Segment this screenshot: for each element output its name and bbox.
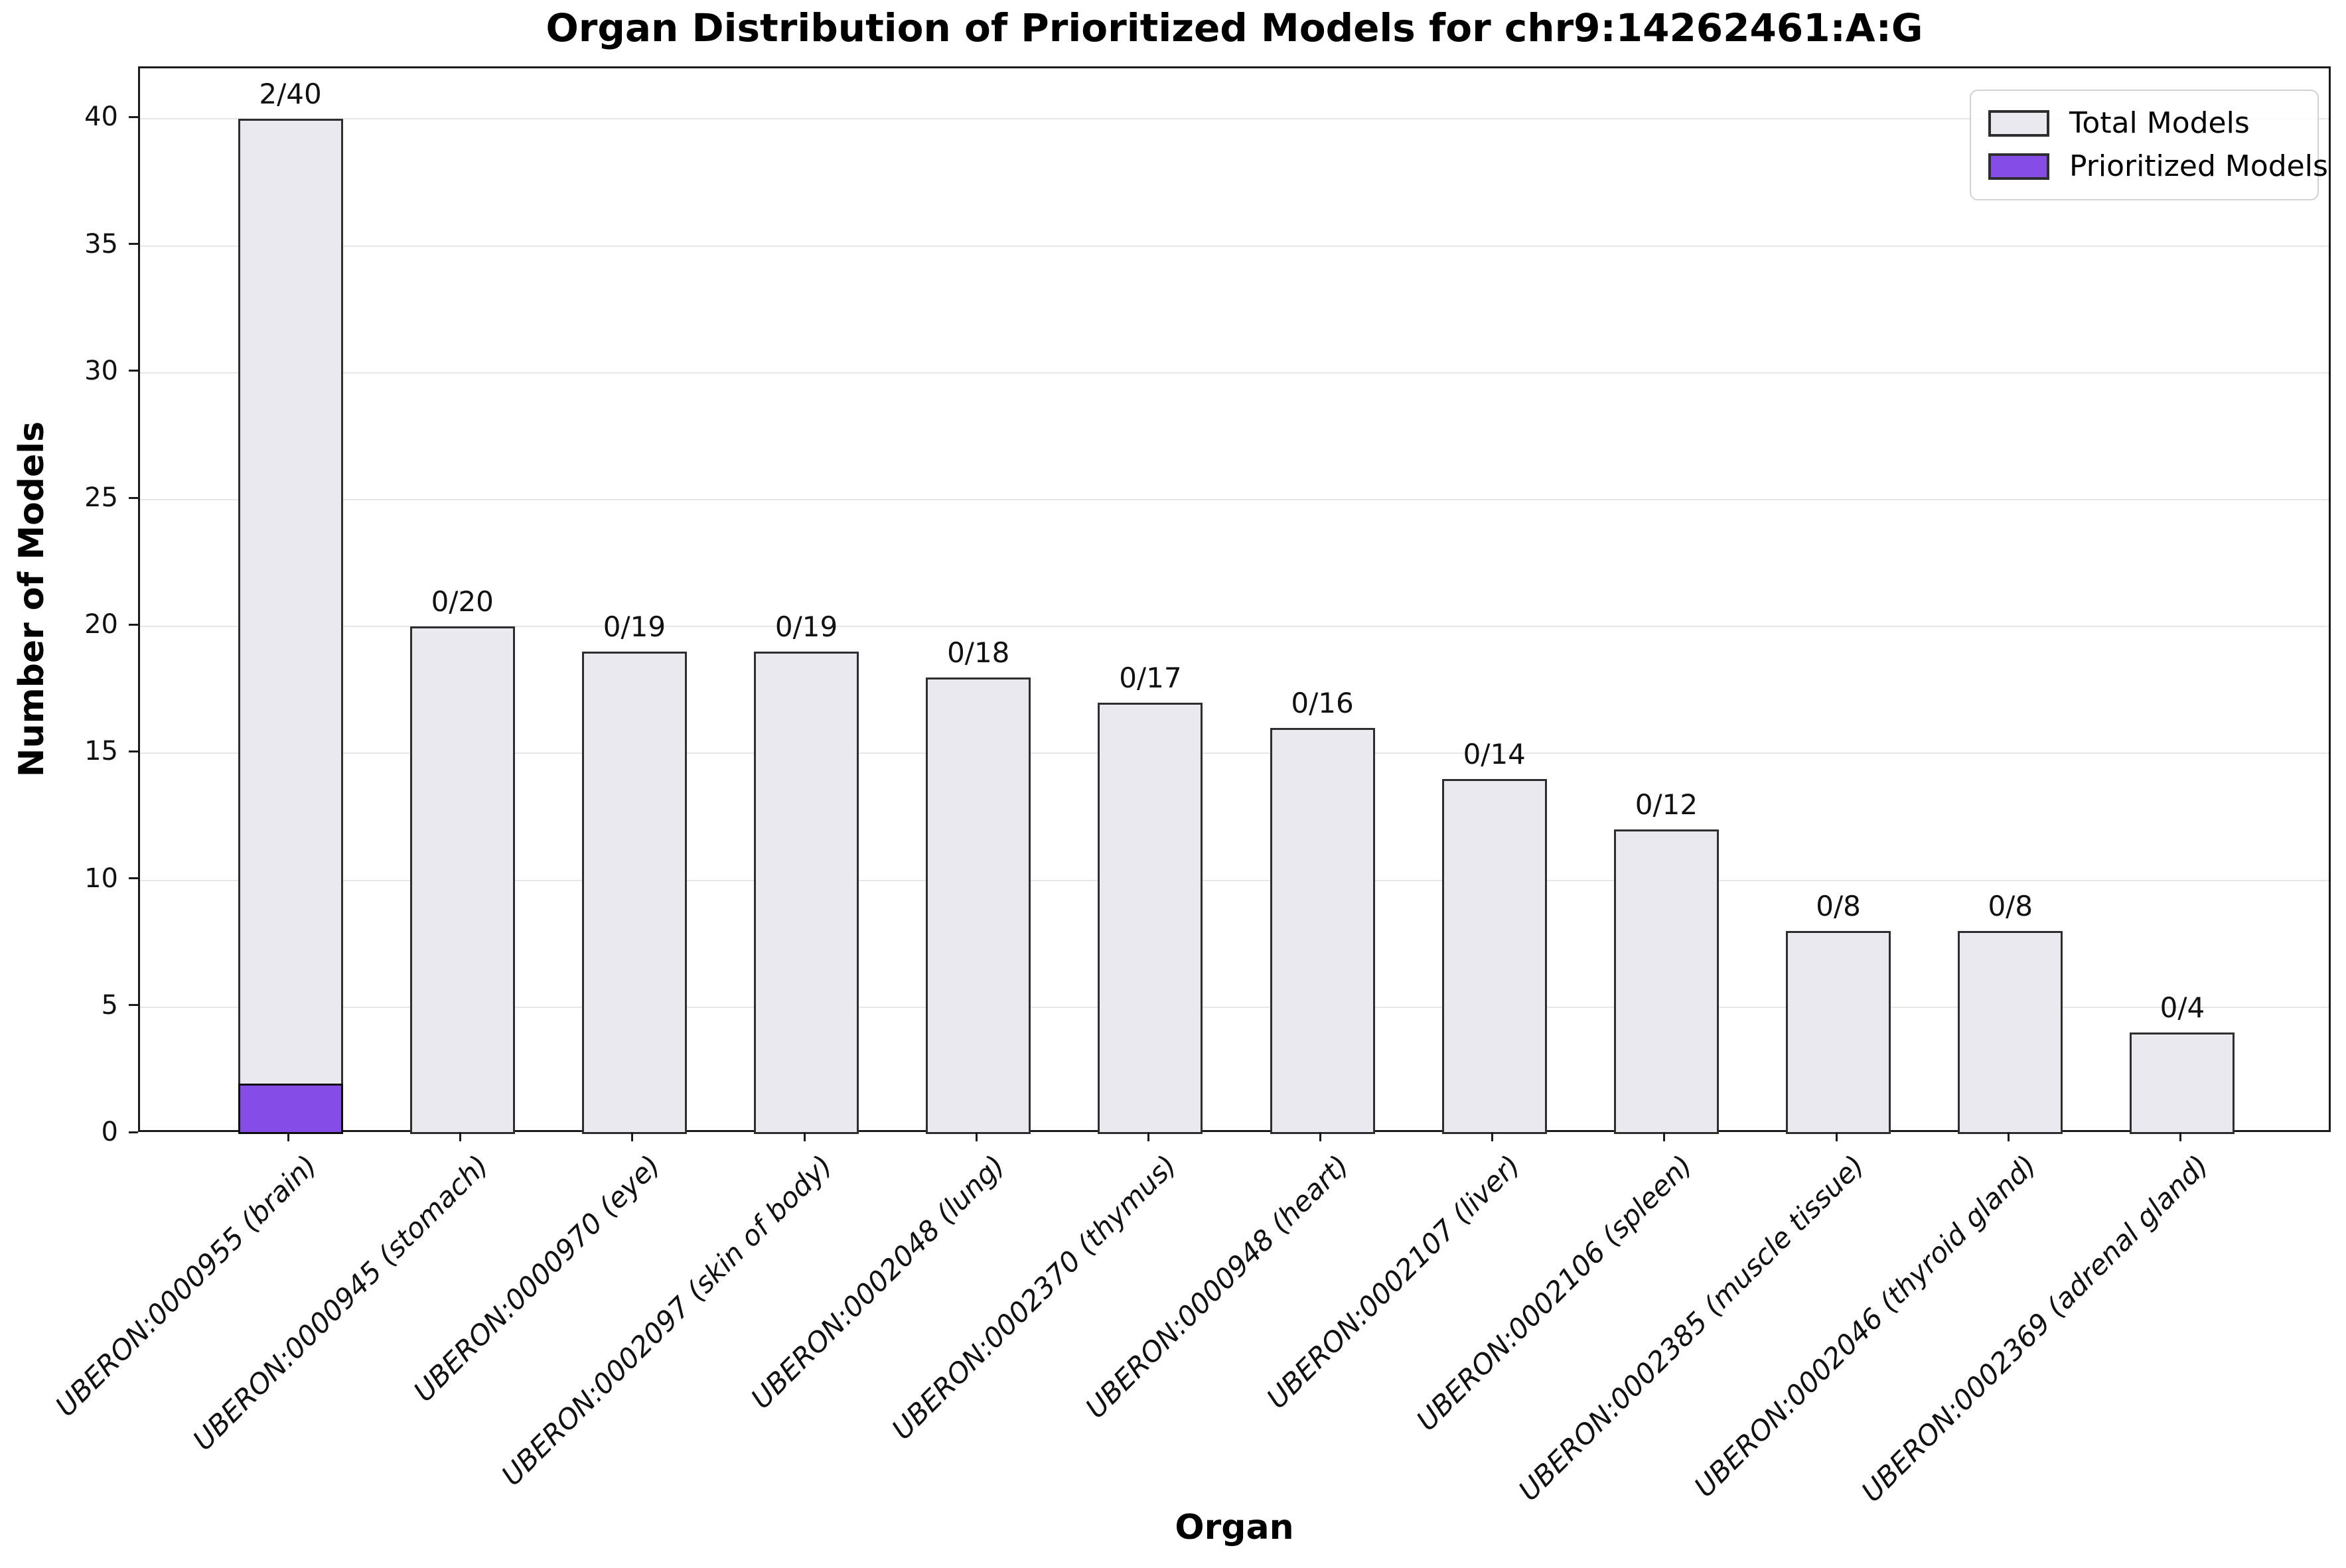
bar-value-label: 0/8 (1988, 890, 2033, 923)
x-tick (975, 1132, 978, 1141)
x-tick (2179, 1132, 2181, 1141)
x-tick-label: UBERON:0000945 (stomach) (186, 1149, 495, 1457)
x-tick (1835, 1132, 1838, 1141)
x-tick-label: UBERON:0002106 (spleen) (1410, 1149, 1699, 1437)
legend-label-prioritized: Prioritized Models (2069, 149, 2328, 183)
bar-total-models (2130, 1033, 2235, 1134)
bar-value-label: 2/40 (259, 78, 322, 111)
bar-total-models (1786, 931, 1891, 1134)
legend: Total Models Prioritized Models (1970, 90, 2328, 200)
y-axis-label: Number of Models (12, 421, 52, 778)
bar-total-models (238, 119, 343, 1134)
y-tick-label-40: 40 (84, 102, 118, 133)
bar-total-models (409, 626, 515, 1134)
y-tick-label-10: 10 (84, 863, 118, 894)
y-tick-5 (129, 1004, 138, 1007)
y-tick-35 (129, 243, 138, 246)
bar-value-label: 0/16 (1291, 687, 1354, 720)
bar-value-label: 0/20 (431, 585, 494, 618)
gridline-y-40 (140, 118, 2329, 120)
x-tick (1491, 1132, 1494, 1141)
y-tick-label-5: 5 (101, 989, 118, 1021)
bar-total-models (1958, 931, 2063, 1134)
y-tick-label-15: 15 (84, 736, 118, 767)
y-tick-label-30: 30 (84, 355, 118, 386)
bar-value-label: 0/18 (947, 636, 1010, 669)
x-tick-label: UBERON:0002370 (thymus) (885, 1149, 1183, 1447)
prioritized-models-swatch (1988, 153, 2049, 180)
chart-title: Organ Distribution of Prioritized Models… (546, 5, 1923, 50)
bar-total-models (1270, 728, 1375, 1134)
gridline-y-20 (140, 626, 2329, 628)
legend-label-total: Total Models (2069, 106, 2250, 141)
bar-value-label: 0/12 (1635, 788, 1698, 821)
bar-total-models (926, 677, 1031, 1134)
bar-total-models (1098, 702, 1203, 1134)
x-tick (1663, 1132, 1666, 1141)
gridline-y-35 (140, 245, 2329, 247)
bar-value-label: 0/19 (603, 610, 666, 644)
bar-total-models (1441, 778, 1547, 1134)
y-tick-30 (129, 370, 138, 372)
x-tick (803, 1132, 806, 1141)
bar-prioritized-models (238, 1083, 343, 1134)
gridline-y-15 (140, 752, 2329, 754)
gridline-y-10 (140, 879, 2329, 881)
gridline-y-5 (140, 1006, 2329, 1008)
x-tick-label: UBERON:0002369 (adrenal gland) (1855, 1149, 2215, 1509)
bar-value-label: 0/19 (774, 610, 838, 644)
bar-value-label: 0/14 (1463, 737, 1526, 770)
y-tick-0 (129, 1131, 138, 1133)
x-axis-label: Organ (1175, 1508, 1294, 1547)
bar-total-models (581, 652, 687, 1134)
y-tick-label-35: 35 (84, 228, 118, 259)
x-tick-label: UBERON:0002097 (skin of body) (495, 1149, 839, 1492)
y-tick-20 (129, 623, 138, 626)
bar-total-models (754, 652, 859, 1134)
y-tick-label-25: 25 (84, 482, 118, 514)
x-tick (459, 1132, 462, 1141)
y-tick-15 (129, 750, 138, 752)
y-tick-25 (129, 496, 138, 499)
bar-value-label: 0/17 (1119, 661, 1182, 694)
y-tick-label-20: 20 (84, 609, 118, 640)
plot-area: 2/40 0/20 0/19 0/19 0/18 0/17 0/16 0/14 0/12 0/8 0… (138, 66, 2331, 1134)
bar-total-models (1613, 829, 1719, 1134)
legend-item-total: Total Models (1988, 107, 2300, 139)
gridline-y-30 (140, 372, 2329, 374)
x-tick (287, 1132, 290, 1141)
gridline-y-25 (140, 499, 2329, 501)
x-tick (1319, 1132, 1322, 1141)
y-tick-label-0: 0 (101, 1117, 118, 1147)
x-tick (1147, 1132, 1149, 1141)
x-tick (631, 1132, 634, 1141)
bar-value-label: 0/8 (1816, 890, 1861, 923)
x-tick-label: UBERON:0002046 (thyroid gland) (1688, 1149, 2043, 1504)
total-models-swatch (1988, 110, 2049, 137)
legend-item-prioritized: Prioritized Models (1988, 150, 2328, 182)
bar-value-label: 0/4 (2160, 991, 2205, 1025)
y-tick-10 (129, 877, 138, 880)
x-tick (2007, 1132, 2010, 1141)
x-tick-label: UBERON:0002385 (muscle tissue) (1512, 1149, 1871, 1508)
y-tick-40 (129, 115, 138, 118)
